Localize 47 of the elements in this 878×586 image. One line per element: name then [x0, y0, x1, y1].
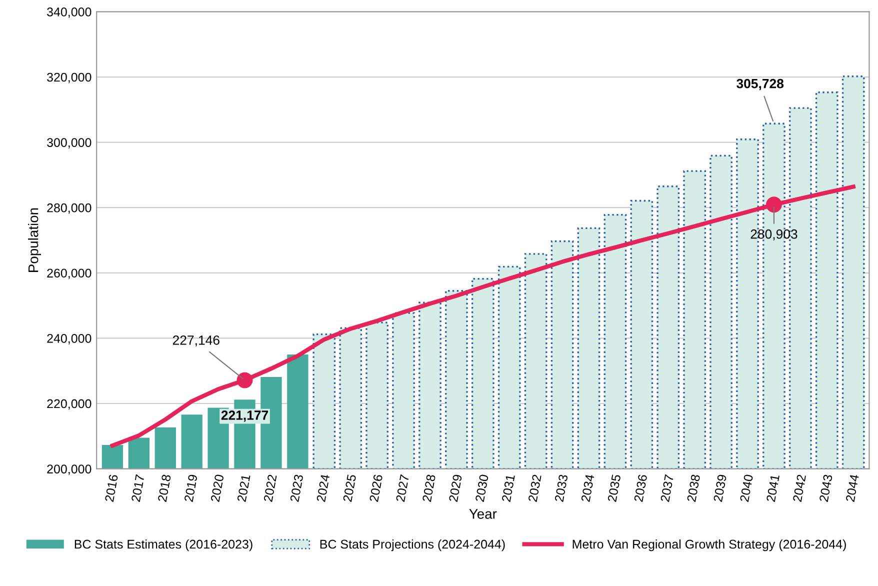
- x-tick-label: 2022: [264, 474, 277, 502]
- x-axis-title: Year: [469, 509, 497, 519]
- x-tick-label: 2017: [131, 474, 145, 502]
- x-tick-label: 2033: [554, 474, 568, 502]
- x-tick-label: 2019: [184, 474, 198, 502]
- y-tick-label: 220,000: [47, 399, 92, 410]
- x-tick-label: 2038: [686, 474, 700, 502]
- x-tick-label: 2027: [396, 474, 410, 502]
- x-tick-label: 2039: [713, 474, 727, 502]
- x-tick-label: 2040: [740, 474, 754, 502]
- x-tick-label: 2030: [475, 474, 489, 502]
- y-tick-label: 300,000: [47, 138, 92, 148]
- legend-label: Metro Van Regional Growth Strategy (2016-2044): [572, 539, 846, 552]
- x-tick-label: 2042: [792, 474, 806, 502]
- x-tick-label: 2024: [316, 474, 330, 502]
- legend-label: BC Stats Projections (2024-2044): [320, 539, 505, 552]
- annotation: 221,177: [221, 410, 268, 422]
- y-axis-title: Population: [28, 208, 41, 272]
- y-tick-label: 340,000: [47, 8, 92, 18]
- x-tick-label: 2026: [369, 474, 383, 502]
- x-tick-label: 2018: [158, 474, 171, 502]
- x-tick-label: 2023: [290, 474, 304, 502]
- annotation: 280,903: [750, 229, 798, 240]
- x-tick-label: 2041: [766, 474, 780, 502]
- x-tick-label: 2025: [342, 474, 356, 502]
- y-tick-label: 280,000: [47, 203, 92, 214]
- x-tick-label: 2035: [607, 474, 621, 502]
- x-tick-label: 2034: [581, 474, 594, 502]
- x-tick-label: 2031: [502, 474, 515, 502]
- x-tick-label: 2043: [819, 474, 833, 502]
- x-tick-label: 2044: [846, 474, 859, 502]
- annotation: 227,146: [172, 335, 220, 346]
- x-tick-label: 2021: [237, 474, 250, 502]
- x-tick-label: 2037: [660, 474, 674, 502]
- annotation: 305,728: [736, 78, 784, 90]
- line-series: [110, 184, 856, 448]
- legend-label: BC Stats Estimates (2016-2023): [74, 539, 252, 552]
- y-tick-label: 200,000: [47, 464, 92, 475]
- y-tick-label: 240,000: [47, 334, 92, 344]
- y-tick-label: 320,000: [47, 72, 92, 84]
- y-tick-label: 260,000: [47, 268, 92, 280]
- x-tick-label: 2032: [528, 474, 542, 502]
- x-tick-label: 2028: [422, 474, 436, 502]
- x-tick-label: 2029: [448, 474, 462, 502]
- x-tick-label: 2020: [210, 474, 224, 502]
- x-tick-label: 2036: [634, 474, 648, 502]
- x-tick-label: 2016: [104, 474, 118, 502]
